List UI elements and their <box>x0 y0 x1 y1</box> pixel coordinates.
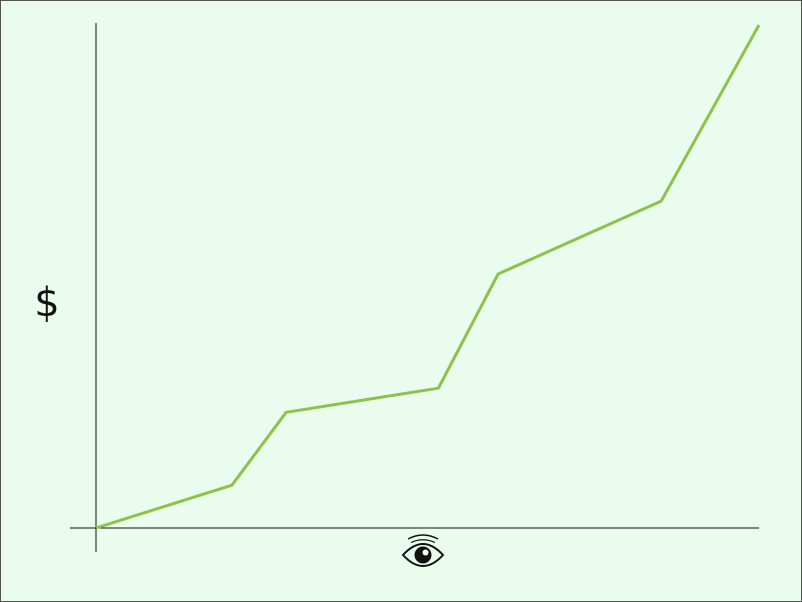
y-axis-label: $ <box>34 280 60 326</box>
series-layer <box>95 24 761 530</box>
eye-icon <box>401 534 445 567</box>
series-line-0 <box>95 24 761 530</box>
